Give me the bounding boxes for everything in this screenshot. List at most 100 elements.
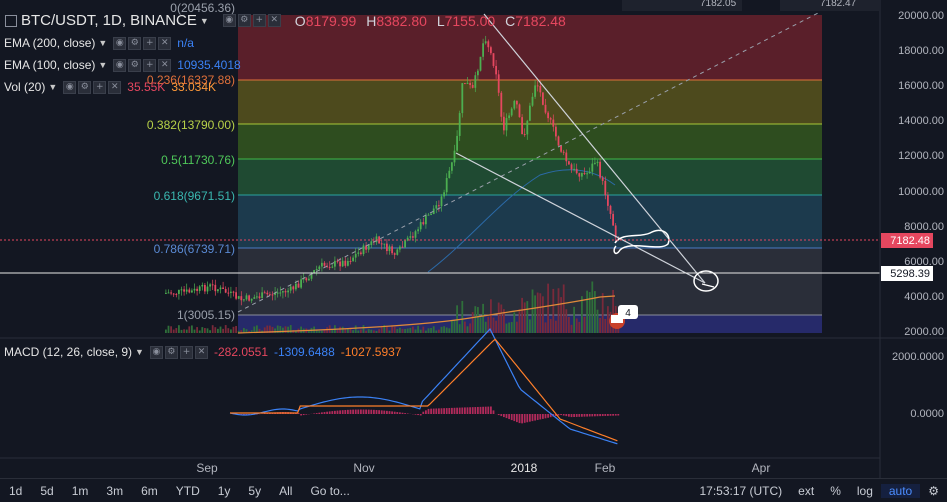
- macd-label[interactable]: MACD (12, 26, close, 9): [4, 345, 132, 359]
- ohlc: O8179.99 H8382.80 L7155.00 C7182.48: [295, 13, 566, 29]
- close-icon[interactable]: ✕: [108, 81, 121, 94]
- timeframe-5y[interactable]: 5y: [239, 484, 270, 498]
- time-axis[interactable]: Sep Nov 2018 Feb Apr: [0, 458, 880, 475]
- plus-icon[interactable]: +: [143, 37, 156, 50]
- volume-bar: [352, 330, 354, 333]
- candle-body: [412, 236, 414, 238]
- close-icon[interactable]: ✕: [158, 37, 171, 50]
- ema200-label[interactable]: EMA (200, close): [4, 36, 95, 50]
- price-axis[interactable]: 20000.00 18000.00 16000.00 14000.00 1200…: [880, 0, 944, 478]
- close-icon[interactable]: ✕: [268, 14, 281, 27]
- eye-icon[interactable]: ◉: [113, 37, 126, 50]
- vol-legend[interactable]: Vol (20) ▼ ◉⚙+✕ 35.55K 33.034K: [0, 80, 216, 94]
- vol-label[interactable]: Vol (20): [4, 80, 45, 94]
- candle-body: [511, 109, 513, 116]
- volume-bar: [555, 321, 557, 333]
- ema200-controls: ◉⚙+✕: [113, 37, 171, 50]
- macd-histogram-bar: [597, 414, 599, 416]
- candle-body: [417, 229, 419, 231]
- chevron-down-icon[interactable]: ▼: [200, 16, 209, 26]
- volume-bar: [300, 327, 302, 333]
- fib-label-05: 0.5(11730.76): [161, 153, 235, 167]
- volume-bar: [396, 329, 398, 333]
- timeframe-1y[interactable]: 1y: [209, 484, 240, 498]
- volume-bar: [168, 326, 170, 333]
- goto-button[interactable]: Go to...: [301, 484, 358, 498]
- plus-icon[interactable]: +: [143, 59, 156, 72]
- candle-body: [420, 222, 422, 229]
- macd-histogram-bar: [334, 411, 336, 414]
- chevron-down-icon[interactable]: ▼: [98, 60, 107, 70]
- volume-bar: [552, 289, 554, 333]
- log-toggle[interactable]: log: [849, 484, 881, 498]
- timeframe-1m[interactable]: 1m: [63, 484, 98, 498]
- volume-bar: [316, 330, 318, 333]
- timeframe-5d[interactable]: 5d: [31, 484, 62, 498]
- candle-body: [529, 106, 531, 121]
- fib-label-1: 1(3005.15): [177, 308, 235, 322]
- gear-icon[interactable]: ⚙: [78, 81, 91, 94]
- auto-toggle[interactable]: auto: [881, 484, 920, 498]
- candle-body: [482, 43, 484, 57]
- macd-histogram-bar: [337, 411, 339, 414]
- macd-tick: 0.0000: [910, 408, 944, 420]
- ema100-label[interactable]: EMA (100, close): [4, 58, 95, 72]
- timeframe-all[interactable]: All: [270, 484, 301, 498]
- macd-histogram-bar: [498, 414, 500, 415]
- candle-body: [233, 292, 235, 293]
- candle-body: [342, 261, 344, 267]
- ext-toggle[interactable]: ext: [790, 484, 822, 498]
- macd-histogram-bar: [568, 414, 570, 417]
- macd-histogram-bar: [617, 414, 619, 416]
- plus-icon[interactable]: +: [253, 14, 266, 27]
- macd-histogram-bar: [474, 407, 476, 414]
- plus-icon[interactable]: +: [180, 346, 193, 359]
- timeframe-1d[interactable]: 1d: [0, 484, 31, 498]
- symbol-title[interactable]: BTC/USDT, 1D, BINANCE: [21, 12, 197, 29]
- macd-controls: ◉⚙+✕: [150, 346, 208, 359]
- macd-histogram-bar: [399, 412, 401, 414]
- macd-histogram-bar: [456, 408, 458, 414]
- candle-body: [547, 113, 549, 119]
- fib-retracement[interactable]: 0(20456.36) 0.236(16337.88) 0.382(13790.…: [147, 1, 822, 333]
- gear-icon[interactable]: ⚙: [128, 59, 141, 72]
- gear-icon[interactable]: ⚙: [128, 37, 141, 50]
- macd-histogram-bar: [300, 414, 302, 415]
- volume-bar: [532, 290, 534, 333]
- candle-body: [451, 162, 453, 170]
- close-icon[interactable]: ✕: [195, 346, 208, 359]
- timeframe-6m[interactable]: 6m: [132, 484, 167, 498]
- price-tick: 2000.00: [904, 326, 944, 338]
- timeframe-3m[interactable]: 3m: [97, 484, 132, 498]
- macd-histogram-bar: [386, 411, 388, 414]
- clock-time[interactable]: 17:53:17 (UTC): [691, 484, 790, 498]
- volume-bar: [331, 330, 333, 333]
- eye-icon[interactable]: ◉: [63, 81, 76, 94]
- macd-histogram-bar: [519, 414, 521, 423]
- percent-toggle[interactable]: %: [822, 484, 849, 498]
- volume-bar: [472, 312, 474, 333]
- gear-icon[interactable]: ⚙: [920, 484, 947, 498]
- timeframe-ytd[interactable]: YTD: [167, 484, 209, 498]
- chevron-down-icon[interactable]: ▼: [98, 38, 107, 48]
- ema200-legend[interactable]: EMA (200, close) ▼ ◉⚙+✕ n/a: [0, 36, 194, 50]
- chevron-down-icon[interactable]: ▼: [135, 347, 144, 357]
- eye-icon[interactable]: ◉: [150, 346, 163, 359]
- candle-body: [558, 136, 560, 145]
- collapse-icon[interactable]: [5, 15, 17, 27]
- candle-body: [521, 117, 523, 134]
- eye-icon[interactable]: ◉: [223, 14, 236, 27]
- macd-histogram-bar: [581, 414, 583, 417]
- gear-icon[interactable]: ⚙: [238, 14, 251, 27]
- chevron-down-icon[interactable]: ▼: [48, 82, 57, 92]
- candle-body: [448, 171, 450, 178]
- eye-icon[interactable]: ◉: [113, 59, 126, 72]
- close-icon[interactable]: ✕: [158, 59, 171, 72]
- macd-legend[interactable]: MACD (12, 26, close, 9) ▼ ◉⚙+✕ -282.0551…: [0, 345, 401, 359]
- plus-icon[interactable]: +: [93, 81, 106, 94]
- ema100-legend[interactable]: EMA (100, close) ▼ ◉⚙+✕ 10935.4018: [0, 58, 241, 72]
- gear-icon[interactable]: ⚙: [165, 346, 178, 359]
- symbol-legend[interactable]: BTC/USDT, 1D, BINANCE ▼ ◉⚙+✕ O8179.99 H8…: [0, 12, 566, 29]
- macd-histogram-bar: [454, 408, 456, 414]
